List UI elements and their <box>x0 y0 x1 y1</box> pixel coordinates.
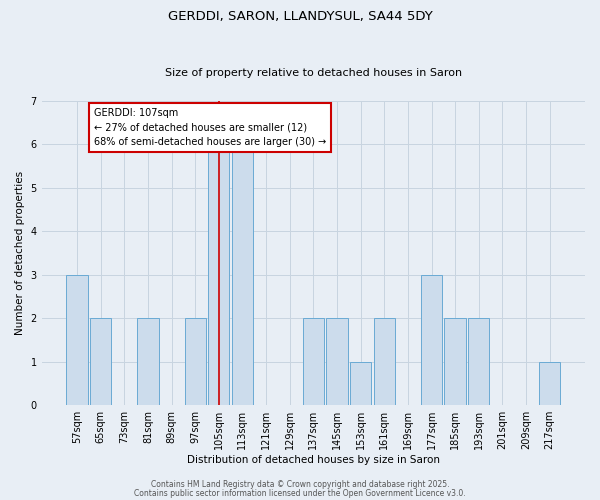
Y-axis label: Number of detached properties: Number of detached properties <box>15 171 25 335</box>
Bar <box>374 318 395 405</box>
Text: Contains HM Land Registry data © Crown copyright and database right 2025.: Contains HM Land Registry data © Crown c… <box>151 480 449 489</box>
Bar <box>421 275 442 405</box>
Title: Size of property relative to detached houses in Saron: Size of property relative to detached ho… <box>165 68 462 78</box>
Bar <box>302 318 324 405</box>
Text: Contains public sector information licensed under the Open Government Licence v3: Contains public sector information licen… <box>134 488 466 498</box>
Bar <box>350 362 371 405</box>
Bar <box>232 144 253 405</box>
Bar <box>185 318 206 405</box>
X-axis label: Distribution of detached houses by size in Saron: Distribution of detached houses by size … <box>187 455 440 465</box>
Bar <box>137 318 158 405</box>
Bar <box>468 318 490 405</box>
Bar <box>539 362 560 405</box>
Bar <box>445 318 466 405</box>
Bar <box>326 318 347 405</box>
Bar <box>90 318 111 405</box>
Text: GERDDI: 107sqm
← 27% of detached houses are smaller (12)
68% of semi-detached ho: GERDDI: 107sqm ← 27% of detached houses … <box>94 108 326 147</box>
Bar <box>208 144 229 405</box>
Bar <box>67 275 88 405</box>
Text: GERDDI, SARON, LLANDYSUL, SA44 5DY: GERDDI, SARON, LLANDYSUL, SA44 5DY <box>167 10 433 23</box>
